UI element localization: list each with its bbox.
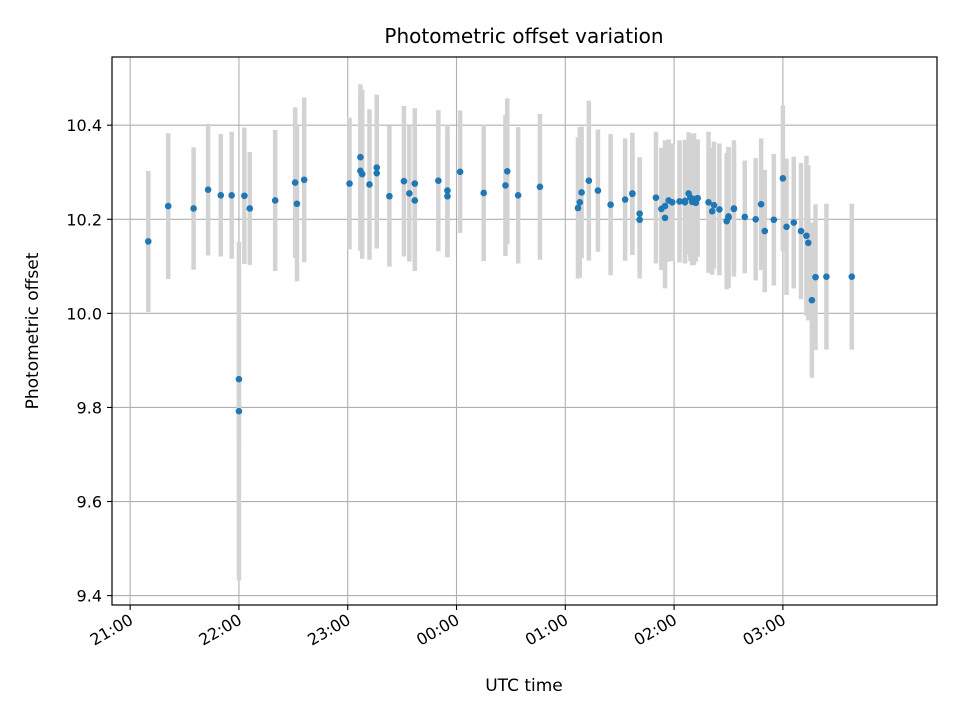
chart-title: Photometric offset variation [384,24,663,48]
data-point [848,273,856,280]
data-point [578,189,585,196]
data-point [228,191,235,199]
data-point [661,202,669,210]
data-point [373,169,381,177]
data-point [514,191,522,199]
data-point [783,223,790,231]
data-point [607,201,614,209]
data-point [804,239,812,247]
data-points [144,153,856,415]
data-point [204,186,212,193]
data-point [502,182,509,189]
data-point [741,213,749,221]
data-point [144,238,152,245]
data-point [456,168,464,176]
data-point [373,164,381,171]
data-point [241,192,248,200]
data-point [676,198,683,205]
data-point [710,201,718,209]
data-point [770,216,778,224]
data-point [386,192,393,200]
data-point [164,202,172,210]
data-point [761,227,769,235]
y-tick-label: 10.2 [66,210,102,229]
data-point [779,175,787,182]
data-point [411,197,419,204]
data-point [812,273,819,281]
data-point [576,199,584,206]
data-point [246,205,254,212]
data-point [411,180,419,187]
y-tick-label: 9.6 [77,493,102,512]
data-point [594,187,602,194]
data-point [435,177,442,185]
data-point [661,214,669,222]
data-point [190,205,197,212]
data-point [366,181,373,188]
data-point [574,204,582,212]
data-point [300,176,308,184]
data-point [293,200,301,208]
data-point [235,407,243,415]
y-tick-label: 10.0 [66,304,102,323]
data-point [636,210,643,217]
data-point [757,200,765,208]
data-point [708,207,716,215]
data-point [636,216,643,224]
y-tick-label: 10.4 [66,116,102,135]
data-point [406,190,413,197]
data-point [357,153,364,161]
data-point [629,190,636,198]
y-axis-ticks: 9.4 9.6 9.8 10.0 10.2 10.4 [66,116,112,606]
y-tick-label: 9.4 [77,587,102,606]
data-point [694,194,701,202]
data-point [358,170,366,178]
data-point [752,215,759,223]
data-point [503,168,511,175]
data-point [808,296,816,304]
data-point [681,199,689,206]
data-point [621,196,629,203]
data-point [668,199,676,206]
data-point [217,191,225,199]
data-point [823,273,830,280]
data-point [716,206,723,213]
data-point [444,187,451,194]
data-point [705,199,712,206]
y-axis-label: Photometric offset [23,252,43,409]
data-point [346,180,353,187]
data-point [480,189,488,197]
data-point [271,197,279,204]
x-axis-label: UTC time [485,676,563,696]
data-point [730,205,738,212]
plot-frame [111,56,938,606]
data-point [585,177,593,185]
data-point [444,192,451,200]
data-point [790,219,798,226]
y-tick-label: 9.8 [77,398,102,417]
data-point [652,194,660,201]
data-point [725,214,732,221]
data-point [400,177,408,185]
data-point [235,375,243,383]
data-point [291,179,299,186]
data-point [536,183,544,191]
data-point [803,232,810,240]
data-point [797,227,805,235]
